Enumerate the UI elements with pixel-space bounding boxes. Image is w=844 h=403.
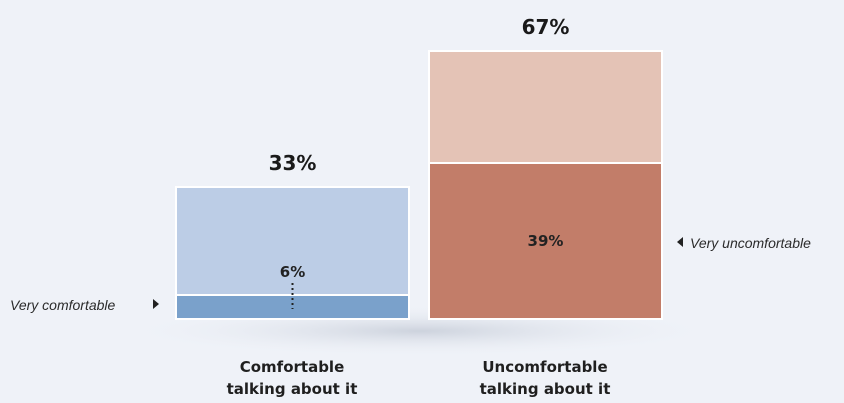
right-pointer-icon [153, 299, 159, 309]
comfortable-total-label: 33% [269, 151, 317, 175]
very-comfortable-annotation: Very comfortable [10, 297, 116, 313]
very-comfortable-value-label: 6% [280, 263, 305, 281]
very-uncomfortable-annotation: Very uncomfortable [690, 235, 811, 251]
uncomfortable-somewhat-segment [428, 50, 663, 164]
very-uncomfortable-value-label: 39% [528, 232, 564, 250]
comfortable-somewhat-segment [175, 186, 410, 296]
uncomfortable-total-label: 67% [522, 15, 570, 39]
left-pointer-icon [677, 237, 683, 247]
uncomfortable-category-label-line1: Uncomfortable [482, 358, 607, 376]
uncomfortable-very-segment [428, 162, 663, 320]
comfortable-category-label-line2: talking about it [227, 380, 358, 398]
uncomfortable-category-label-line2: talking about it [480, 380, 611, 398]
comfortable-category-label-line1: Comfortable [240, 358, 345, 376]
